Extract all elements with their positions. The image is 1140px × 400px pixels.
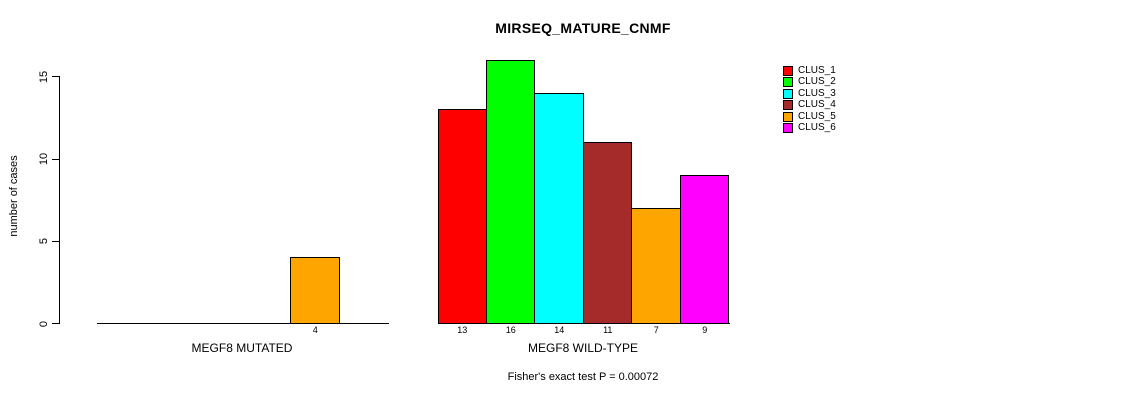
- legend-item: CLUS_3: [783, 88, 836, 100]
- bar-clus_2: [485, 59, 535, 324]
- y-axis-tick: [52, 76, 59, 78]
- annotation-fisher-test: Fisher's exact test P = 0.00072: [507, 371, 659, 383]
- y-axis-tick: [52, 158, 59, 160]
- bar-value-label: 7: [653, 325, 659, 335]
- legend-item-label: CLUS_5: [798, 110, 836, 122]
- bar-value-label: 4: [312, 325, 318, 335]
- y-axis-tick-label: 15: [38, 70, 50, 83]
- bar-value-label: 11: [603, 325, 613, 335]
- bar-clus_5: [631, 207, 681, 324]
- bar-clus_3: [534, 92, 584, 324]
- bar-clus_5: [290, 257, 340, 324]
- legend-item: CLUS_6: [783, 123, 836, 135]
- legend-swatch-clus_3: [783, 88, 793, 99]
- legend-swatch-clus_5: [783, 111, 793, 122]
- group-label-megf8-mutated: MEGF8 MUTATED: [191, 341, 293, 355]
- legend-item: CLUS_4: [783, 100, 836, 112]
- bar-clus_1: [438, 109, 487, 324]
- legend-item: CLUS_1: [783, 65, 836, 77]
- bar-value-label: 9: [702, 325, 708, 335]
- legend-swatch-clus_2: [783, 77, 793, 88]
- legend: CLUS_1 CLUS_2 CLUS_3 CLUS_4 CLUS_5 CLUS_6: [783, 65, 836, 134]
- y-axis-tick-label: 5: [38, 238, 50, 245]
- y-axis-spine: [59, 76, 60, 324]
- legend-swatch-clus_1: [783, 65, 793, 76]
- legend-item-label: CLUS_6: [798, 122, 836, 134]
- legend-item-label: CLUS_2: [798, 76, 836, 88]
- bar-value-label: 14: [554, 325, 565, 335]
- legend-item: CLUS_5: [783, 111, 836, 123]
- legend-item-label: CLUS_3: [798, 87, 836, 99]
- bar-clus_6: [679, 174, 729, 324]
- y-axis-tick-label: 0: [38, 320, 50, 327]
- legend-item-label: CLUS_1: [798, 64, 836, 76]
- bar-value-label: 16: [505, 325, 516, 335]
- legend-item-label: CLUS_4: [798, 99, 836, 111]
- bar-value-label: 13: [457, 325, 468, 335]
- legend-swatch-clus_6: [783, 123, 793, 134]
- legend-swatch-clus_4: [783, 100, 793, 111]
- chart-title: MIRSEQ_MATURE_CNMF: [495, 20, 671, 36]
- x-axis-baseline: [97, 323, 389, 324]
- group-label-megf8-wild-type: MEGF8 WILD-TYPE: [527, 341, 639, 355]
- bar-clus_4: [582, 142, 632, 324]
- y-axis-tick: [52, 323, 59, 324]
- y-axis-tick-label: 10: [38, 152, 50, 166]
- legend-item: CLUS_2: [783, 77, 836, 89]
- y-axis-tick: [52, 240, 59, 242]
- y-axis-label: number of cases: [8, 155, 20, 237]
